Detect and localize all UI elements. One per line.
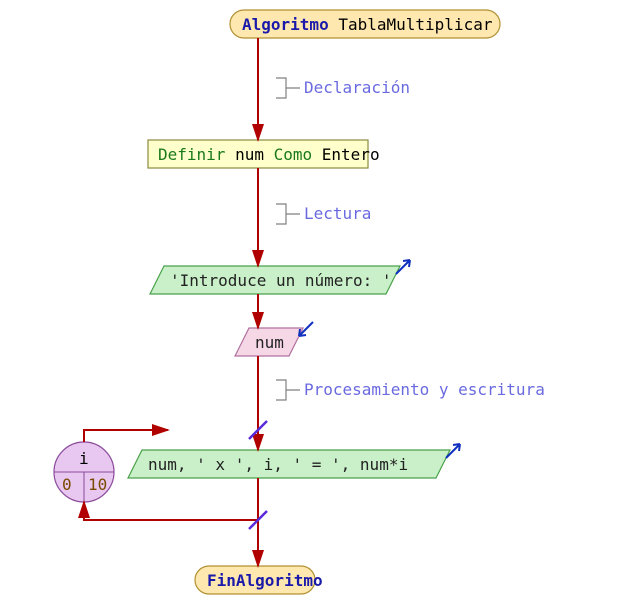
flow-arrow — [84, 502, 258, 520]
comment-process: Procesamiento y escritura — [276, 380, 545, 400]
process-define-label: Definir num Como Entero — [158, 145, 380, 164]
terminal-start-label: Algoritmo TablaMultiplicar — [242, 15, 493, 34]
comment-read-label: Lectura — [304, 204, 371, 223]
process-define: Definir num Como Entero — [148, 140, 380, 168]
io-read-label: num — [255, 333, 284, 352]
io-prompt: 'Introduce un número: ' — [150, 260, 410, 294]
loop-to: 10 — [88, 475, 107, 494]
comment-declaration: Declaración — [276, 78, 410, 98]
loop-from: 0 — [62, 475, 72, 494]
terminal-start: Algoritmo TablaMultiplicar — [230, 10, 500, 38]
io-write: num, ' x ', i, ' = ', num*i — [128, 444, 460, 478]
io-prompt-label: 'Introduce un número: ' — [170, 271, 392, 290]
comment-process-label: Procesamiento y escritura — [304, 380, 545, 399]
for-loop: i0 10 — [54, 442, 114, 502]
terminal-end: FinAlgoritmo — [195, 566, 323, 594]
comment-declaration-label: Declaración — [304, 78, 410, 97]
terminal-end-label: FinAlgoritmo — [207, 571, 323, 590]
loop-var: i — [79, 449, 89, 468]
io-read: num — [235, 322, 313, 356]
io-write-label: num, ' x ', i, ' = ', num*i — [148, 455, 408, 474]
flow-arrow — [84, 430, 168, 442]
comment-read: Lectura — [276, 204, 371, 224]
